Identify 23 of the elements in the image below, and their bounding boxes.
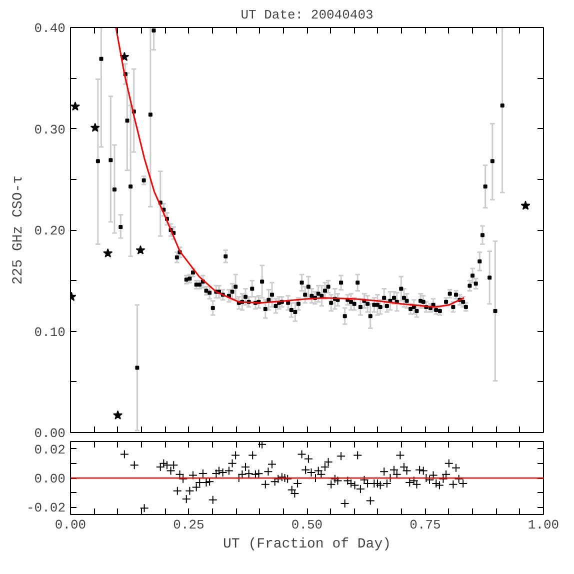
point bbox=[90, 122, 100, 132]
point bbox=[103, 248, 113, 258]
x-tick-label: 0.25 bbox=[173, 518, 204, 532]
y-tick-label: 0.00 bbox=[34, 426, 66, 441]
x-axis-title: UT (Fraction of Day) bbox=[222, 536, 392, 552]
chart-title: UT Date: 20040403 bbox=[240, 8, 374, 22]
y-tick-label: 0.10 bbox=[34, 324, 66, 340]
point bbox=[113, 410, 123, 420]
x-tick-label: 1.00 bbox=[528, 518, 560, 532]
point bbox=[70, 101, 80, 111]
point bbox=[520, 200, 530, 210]
y-tick-label: 0.02 bbox=[34, 442, 66, 458]
y-tick-label: 0.00 bbox=[34, 472, 66, 486]
y-tick-label: -0.02 bbox=[26, 500, 66, 516]
y-tick-label: 0.30 bbox=[34, 122, 66, 138]
x-tick-label: 0.75 bbox=[410, 518, 441, 532]
y-tick-label: 0.40 bbox=[34, 21, 66, 36]
line-series bbox=[115, 28, 465, 308]
point bbox=[136, 245, 146, 254]
x-tick-label: 0.50 bbox=[291, 518, 323, 532]
y-tick-label: 0.20 bbox=[34, 224, 66, 238]
y-axis-title: 225 GHz CSO-τ bbox=[10, 175, 26, 285]
x-tick-label: 0.00 bbox=[54, 518, 86, 532]
